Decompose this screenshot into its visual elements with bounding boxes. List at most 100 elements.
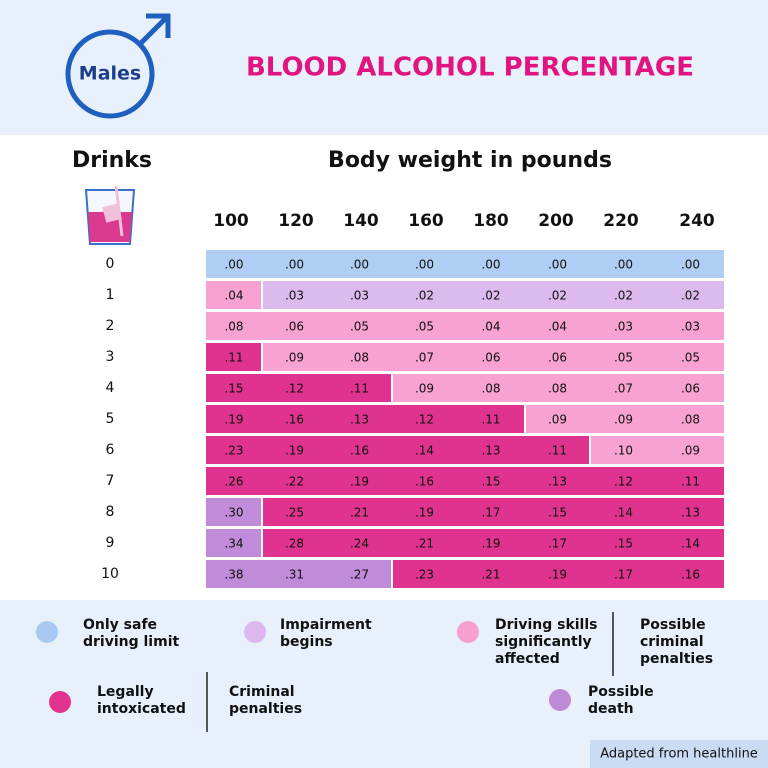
weight-label: 220	[603, 211, 639, 231]
cell-value: .38	[224, 568, 243, 582]
cell-value: .02	[548, 289, 567, 303]
cell-value: .05	[350, 320, 369, 334]
legend-note: Criminal	[229, 684, 295, 700]
cell-value: .11	[548, 444, 567, 458]
cell-value: .07	[614, 382, 633, 396]
legend-note: Possible	[640, 617, 706, 633]
cell-value: .06	[681, 382, 700, 396]
glass-icon	[84, 185, 136, 245]
cell-value: .25	[285, 506, 304, 520]
legend-label: intoxicated	[97, 701, 186, 717]
cell-value: .19	[350, 475, 369, 489]
cell-value: .13	[350, 413, 369, 427]
cell-group	[263, 343, 724, 371]
legend-label: begins	[280, 634, 333, 650]
cell-value: .14	[681, 537, 700, 551]
legend-label: Driving skills	[495, 617, 597, 633]
cell-value: .00	[548, 258, 567, 272]
cell-value: .00	[481, 258, 500, 272]
cell-value: .27	[350, 568, 369, 582]
cell-value: .16	[350, 444, 369, 458]
cell-value: .34	[224, 537, 243, 551]
cell-value: .15	[548, 506, 567, 520]
weight-label: 100	[213, 211, 249, 231]
cell-value: .17	[614, 568, 633, 582]
cell-value: .15	[481, 475, 500, 489]
cell-value: .16	[285, 413, 304, 427]
cell-value: .09	[681, 444, 700, 458]
cell-value: .31	[285, 568, 304, 582]
cell-group	[263, 281, 724, 309]
cell-value: .19	[548, 568, 567, 582]
cell-value: .04	[481, 320, 500, 334]
cell-value: .03	[285, 289, 304, 303]
cell-value: .11	[350, 382, 369, 396]
cell-group	[591, 436, 724, 464]
cell-value: .09	[548, 413, 567, 427]
legend-label: Only safe	[83, 617, 157, 633]
cell-value: .22	[285, 475, 304, 489]
cell-value: .02	[481, 289, 500, 303]
weight-label: 180	[473, 211, 509, 231]
cell-value: .04	[224, 289, 243, 303]
cell-value: .08	[350, 351, 369, 365]
cell-value: .08	[224, 320, 243, 334]
drinks-label: 9	[106, 535, 115, 551]
cell-value: .21	[481, 568, 500, 582]
cell-value: .05	[614, 351, 633, 365]
cell-value: .24	[350, 537, 369, 551]
cell-value: .19	[224, 413, 243, 427]
column-heading: Body weight in pounds	[328, 148, 612, 173]
cell-group	[393, 560, 724, 588]
cell-value: .03	[681, 320, 700, 334]
cell-group	[206, 312, 724, 340]
cell-value: .13	[681, 506, 700, 520]
cell-value: .12	[415, 413, 434, 427]
cell-value: .12	[285, 382, 304, 396]
legend-label: Possible	[588, 684, 654, 700]
cell-value: .23	[224, 444, 243, 458]
legend-note: penalties	[640, 651, 713, 667]
cell-value: .02	[614, 289, 633, 303]
legend-label: Impairment	[280, 617, 372, 633]
drinks-label: 8	[106, 504, 115, 520]
drinks-label: 5	[106, 411, 115, 427]
source: Adapted from healthline	[600, 747, 758, 762]
cell-value: .05	[681, 351, 700, 365]
cell-value: .09	[415, 382, 434, 396]
cell-group	[526, 405, 724, 433]
cell-value: .07	[415, 351, 434, 365]
cell-value: .30	[224, 506, 243, 520]
weight-label: 120	[278, 211, 314, 231]
drinks-label: 1	[106, 287, 115, 303]
cell-value: .19	[481, 537, 500, 551]
legend-label: driving limit	[83, 634, 179, 650]
cell-value: .03	[614, 320, 633, 334]
cell-group	[206, 405, 524, 433]
legend-label: affected	[495, 651, 560, 667]
cell-value: .19	[415, 506, 434, 520]
drinks-label: 7	[106, 473, 115, 489]
legend-note: penalties	[229, 701, 302, 717]
cell-value: .15	[224, 382, 243, 396]
cell-value: .08	[481, 382, 500, 396]
cell-value: .06	[481, 351, 500, 365]
source-box	[590, 740, 768, 768]
weight-label: 140	[343, 211, 379, 231]
cell-value: .15	[614, 537, 633, 551]
cell-value: .02	[415, 289, 434, 303]
cell-group	[393, 374, 724, 402]
cell-value: .21	[415, 537, 434, 551]
cell-group	[263, 529, 724, 557]
cell-value: .10	[614, 444, 633, 458]
legend-label: death	[588, 701, 634, 717]
cell-value: .05	[415, 320, 434, 334]
drinks-label: 0	[106, 256, 115, 272]
row-heading: Drinks	[72, 148, 152, 173]
legend-swatch	[244, 621, 266, 643]
weight-label: 160	[408, 211, 444, 231]
cell-group	[206, 343, 261, 371]
cell-value: .14	[614, 506, 633, 520]
cell-value: .19	[285, 444, 304, 458]
